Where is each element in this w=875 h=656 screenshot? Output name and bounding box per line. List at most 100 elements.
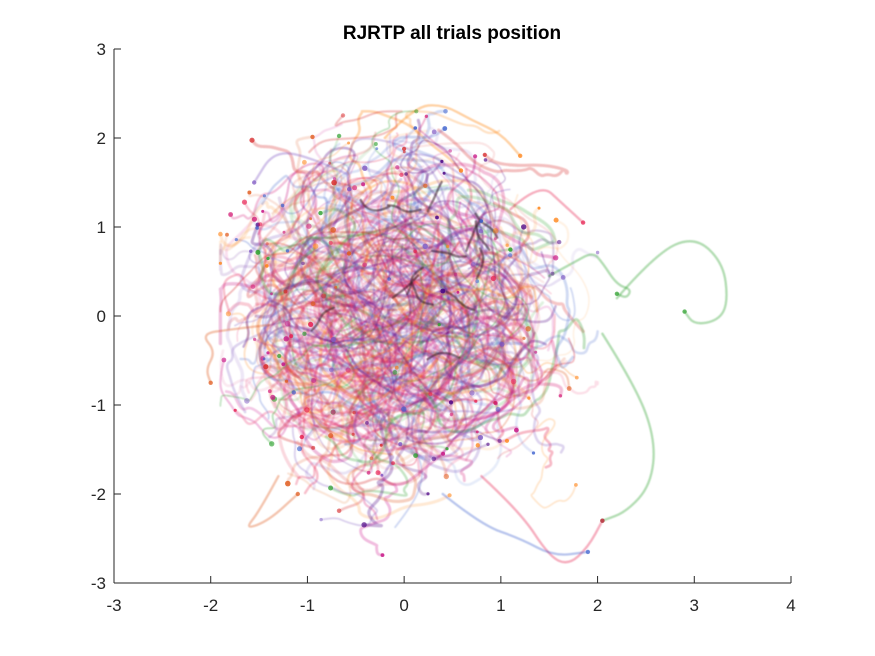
trial-endpoint [424, 114, 429, 119]
trial-trajectory [475, 247, 485, 280]
chart-title: RJRTP all trials position [343, 23, 561, 44]
trial-endpoint [283, 289, 288, 294]
y-tick-label: 1 [97, 218, 106, 237]
trial-trajectory [323, 142, 430, 214]
trial-endpoint [380, 553, 385, 557]
trial-endpoint [334, 285, 338, 289]
trial-trajectory [335, 186, 437, 361]
trial-endpoint [490, 275, 497, 282]
trial-endpoint [443, 109, 448, 114]
trial-endpoint [478, 229, 484, 234]
trial-endpoint [249, 137, 255, 143]
trial-endpoint [262, 194, 266, 198]
trial-trajectory [426, 180, 443, 213]
trial-endpoint [225, 311, 231, 317]
trial-endpoint [574, 375, 579, 380]
x-tick-label: 0 [399, 596, 408, 615]
trial-endpoint [267, 389, 272, 394]
trial-endpoint [553, 255, 559, 261]
trial-endpoint [479, 219, 484, 223]
outlier-trajectory [204, 323, 270, 384]
trial-endpoint [428, 392, 433, 397]
outlier-trajectory [253, 152, 348, 184]
trial-trajectory [455, 302, 599, 395]
trial-trajectory [359, 198, 391, 212]
trial-endpoint [330, 336, 337, 343]
x-tick-label: 1 [496, 596, 505, 615]
trial-trajectory [219, 316, 359, 407]
trial-trajectory [392, 127, 470, 289]
trial-endpoint [277, 353, 282, 359]
trial-endpoint [321, 293, 327, 299]
trial-endpoint [521, 224, 527, 230]
trial-trajectory [452, 204, 533, 405]
trial-endpoint [310, 301, 316, 307]
trial-endpoint [352, 410, 356, 415]
trial-trajectory [311, 123, 374, 224]
trial-trajectory [367, 293, 544, 423]
trial-endpoint [475, 443, 480, 448]
trial-endpoint [306, 223, 312, 229]
trial-endpoint [218, 231, 223, 237]
trial-endpoint [328, 433, 334, 439]
y-tick-label: -2 [91, 485, 106, 504]
trial-trajectory [219, 230, 432, 313]
trial-endpoint [558, 394, 563, 398]
trial-endpoint [448, 400, 454, 405]
trial-endpoint [249, 249, 253, 253]
x-tick-label: -1 [300, 596, 315, 615]
trial-endpoint [508, 253, 513, 258]
outlier-trajectory [548, 253, 631, 298]
trial-endpoint [304, 407, 310, 413]
outlier-trajectory [601, 332, 655, 522]
outlier-trajectory [383, 104, 522, 157]
trial-endpoint [557, 239, 562, 245]
trial-endpoint [329, 367, 334, 373]
trial-endpoint [284, 320, 291, 327]
trial-trajectory [261, 314, 344, 393]
trial-endpoint [253, 337, 257, 341]
outlier-endpoint [252, 180, 257, 185]
trial-endpoint [458, 168, 464, 173]
trial-endpoint [328, 240, 333, 245]
trial-endpoint [302, 331, 307, 336]
trial-endpoint [474, 399, 478, 403]
trial-trajectory [325, 157, 416, 426]
trial-trajectory [420, 374, 516, 443]
trial-endpoint [283, 336, 289, 342]
y-tick-label: -3 [91, 574, 106, 593]
trial-trajectory [403, 141, 559, 273]
trial-endpoint [340, 113, 346, 118]
trial-endpoint [394, 365, 399, 370]
trial-endpoint [445, 447, 449, 451]
trial-endpoint [537, 206, 541, 210]
trial-endpoint [362, 165, 368, 171]
outlier-trajectory [247, 475, 299, 528]
trial-endpoint [373, 142, 378, 146]
trial-endpoint [505, 243, 509, 247]
trial-endpoint [309, 217, 313, 221]
x-ticks: -3 -2 -1 0 1 2 3 4 [106, 576, 796, 615]
trial-endpoint [365, 421, 369, 425]
trial-endpoint [437, 323, 441, 327]
trial-trajectory [357, 282, 500, 376]
trial-endpoint [440, 288, 446, 294]
trial-trajectory [348, 230, 488, 343]
trial-endpoint [255, 226, 259, 230]
trial-endpoint [289, 334, 294, 339]
trial-endpoint [311, 445, 316, 450]
outlier-trajectory [615, 240, 728, 325]
trial-trajectory [219, 340, 421, 392]
trial-endpoint [347, 187, 352, 192]
trial-endpoint [301, 261, 305, 266]
trial-endpoint [473, 154, 478, 159]
trial-endpoint [234, 238, 238, 242]
trial-trajectory [367, 186, 448, 322]
trial-endpoint [285, 249, 290, 253]
trial-trajectory [286, 248, 368, 367]
trial-trajectory [226, 263, 343, 330]
trial-endpoint [233, 408, 237, 412]
trial-endpoint [525, 326, 531, 332]
trial-endpoint [285, 480, 291, 487]
trial-endpoint [499, 342, 505, 347]
